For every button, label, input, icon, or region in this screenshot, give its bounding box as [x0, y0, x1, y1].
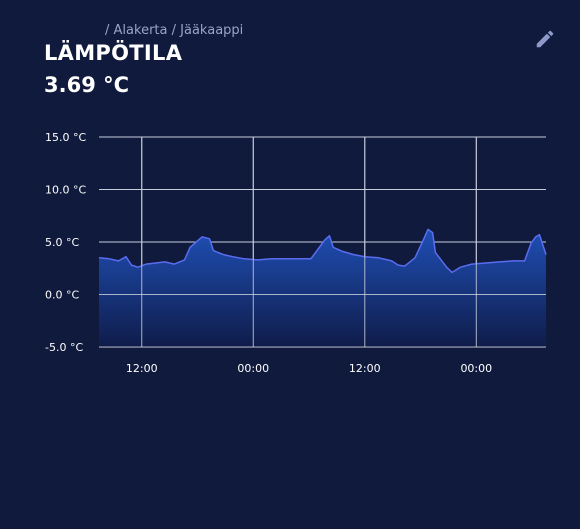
breadcrumb-item-device[interactable]: Jääkaappi	[180, 23, 244, 38]
pencil-icon	[536, 30, 554, 48]
y-tick-label: -5.0 °C	[45, 341, 83, 354]
y-tick-label: 5.0 °C	[45, 236, 79, 249]
breadcrumb-item-floor[interactable]: Alakerta	[113, 23, 168, 38]
breadcrumb-separator: /	[105, 23, 110, 38]
x-tick-label: 12:00	[126, 362, 158, 375]
page-title: LÄMPÖTILA	[44, 41, 183, 65]
y-tick-label: 10.0 °C	[45, 184, 86, 197]
edit-button[interactable]	[534, 28, 556, 50]
breadcrumb: / Alakerta / Jääkaappi	[105, 23, 243, 38]
x-tick-label: 00:00	[237, 362, 269, 375]
x-tick-label: 12:00	[349, 362, 381, 375]
temperature-area-fill	[99, 229, 546, 347]
y-tick-label: 0.0 °C	[45, 289, 79, 302]
current-temperature: 3.69 °C	[44, 73, 130, 97]
breadcrumb-separator: /	[171, 23, 177, 38]
y-tick-label: 15.0 °C	[45, 131, 86, 144]
temperature-series-line	[98, 228, 547, 274]
x-tick-label: 00:00	[460, 362, 492, 375]
